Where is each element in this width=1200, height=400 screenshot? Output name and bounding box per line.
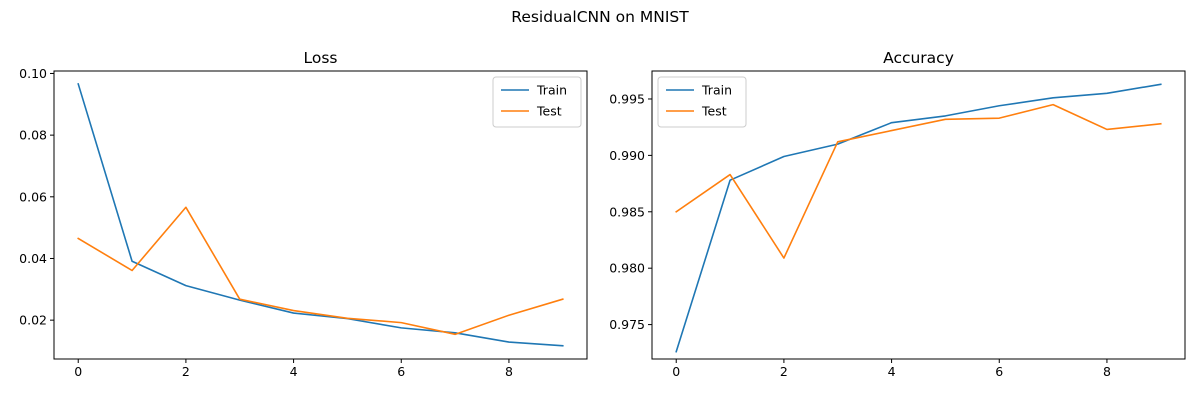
y-tick-label: 0.985 [609, 204, 645, 219]
chart-title: Loss [304, 49, 338, 67]
y-tick-label: 0.08 [19, 128, 47, 143]
legend: Train Test [492, 76, 582, 128]
y-tick-label: 0.06 [19, 189, 47, 204]
x-tick-label: 2 [780, 364, 788, 379]
series-line-train [77, 82, 564, 347]
axes-frame [651, 70, 1186, 360]
x-tick-label: 6 [995, 364, 1003, 379]
x-tick-label: 6 [397, 364, 405, 379]
axes-frame [53, 70, 588, 360]
series-line-train [675, 83, 1162, 353]
x-tick-label: 4 [888, 364, 896, 379]
legend-label: Train [536, 83, 567, 98]
x-tick-label: 0 [74, 364, 82, 379]
x-tick-label: 0 [672, 364, 680, 379]
y-tick-label: 0.10 [19, 66, 47, 81]
legend-label: Test [536, 104, 562, 119]
x-tick-label: 8 [1103, 364, 1111, 379]
x-tick-label: 8 [505, 364, 513, 379]
chart-title: Accuracy [883, 49, 954, 67]
figure-suptitle: ResidualCNN on MNIST [511, 8, 689, 26]
y-tick-label: 0.995 [609, 91, 645, 106]
x-tick-label: 2 [182, 364, 190, 379]
legend-label: Train [701, 83, 732, 98]
x-tick-label: 4 [290, 364, 298, 379]
y-tick-label: 0.02 [19, 313, 47, 328]
y-tick-label: 0.980 [609, 261, 645, 276]
y-tick-label: 0.975 [609, 317, 645, 332]
chart-panel-loss: Loss 0 2 4 6 8 0.02 0.04 0.06 0.08 0.10 Train Test [19, 49, 588, 379]
y-tick-label: 0.04 [19, 251, 47, 266]
y-tick-label: 0.990 [609, 148, 645, 163]
legend-label: Test [701, 104, 727, 119]
chart-panel-accuracy: Accuracy 0 2 4 6 8 0.975 0.980 0.985 0.990 0.995 Tr… [609, 49, 1186, 379]
series-line-test [675, 103, 1162, 259]
series-line-test [77, 206, 564, 336]
legend: Train Test [657, 76, 747, 128]
